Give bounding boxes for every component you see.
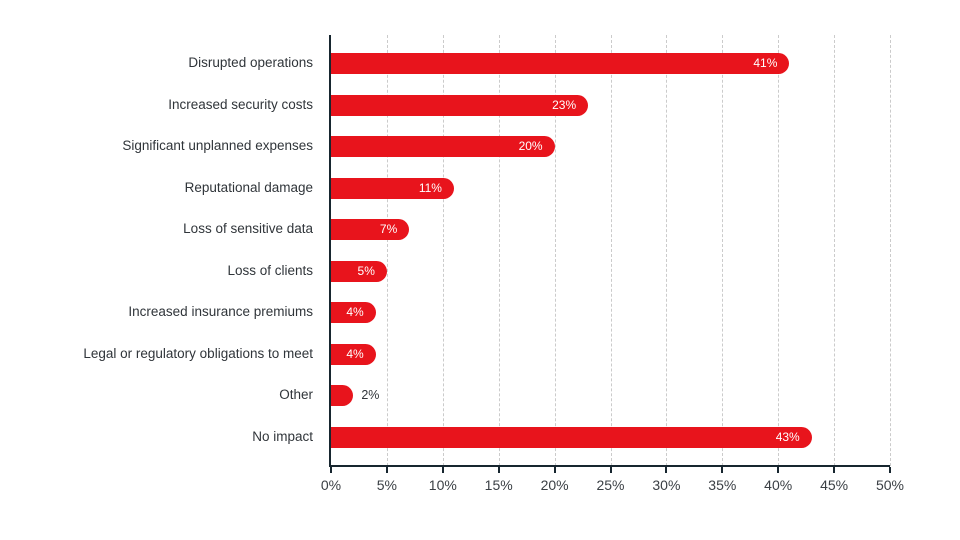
value-label-increased-insurance-premiums: 4% [346,305,364,320]
bar-significant-unplanned-expenses: 20% [331,136,555,158]
bar-reputational-damage: 11% [331,177,454,199]
value-label-significant-unplanned-expenses: 20% [518,139,543,154]
x-axis-tick-40 [777,467,780,473]
gridline-45 [834,35,836,466]
x-axis-tick-25 [609,467,612,473]
x-axis-tick-0 [330,467,332,473]
gridline-10 [442,35,444,466]
gridline-30 [666,35,668,466]
value-label-increased-security-costs: 23% [552,97,577,112]
category-label-reputational-damage: Reputational damage [184,179,313,195]
category-label-no-impact: No impact [252,428,313,444]
value-label-disrupted-operations: 41% [753,56,778,71]
value-label-no-impact: 43% [775,429,800,444]
bar-legal-or-regulatory-obligations-to-meet: 4% [331,343,376,365]
value-label-legal-or-regulatory-obligations-to-meet: 4% [346,346,364,361]
x-axis-tick-5 [385,467,388,473]
x-axis-line [329,465,890,467]
value-label-loss-of-clients: 5% [357,263,375,278]
category-label-loss-of-clients: Loss of clients [227,262,313,278]
bar-increased-insurance-premiums: 4% [331,302,376,324]
gridline-15 [498,35,500,466]
x-axis-tick-10 [441,467,444,473]
x-axis-tick-label-0: 0% [320,477,342,493]
x-axis-tick-label-45: 45% [820,477,849,493]
x-axis-tick-35 [721,467,724,473]
bar-other [331,385,354,407]
x-axis-tick-label-20: 20% [540,477,569,493]
category-label-other: Other [279,387,313,403]
x-axis-tick-30 [665,467,668,473]
x-axis-tick-50 [889,467,891,473]
gridline-5 [386,35,388,466]
x-axis-tick-label-35: 35% [708,477,737,493]
category-label-legal-or-regulatory-obligations-to-meet: Legal or regulatory obligations to meet [83,345,313,361]
x-axis-tick-label-15: 15% [484,477,513,493]
x-axis-tick-label-30: 30% [652,477,681,493]
gridline-35 [722,35,724,466]
category-label-loss-of-sensitive-data: Loss of sensitive data [183,221,313,237]
gridline-50 [890,35,891,466]
gridline-20 [554,35,556,466]
value-label-loss-of-sensitive-data: 7% [379,222,398,237]
gridline-25 [610,35,612,466]
x-axis-tick-15 [497,467,500,473]
x-axis-tick-20 [553,467,556,473]
x-axis-tick-label-40: 40% [764,477,793,493]
bar-loss-of-clients: 5% [331,260,387,282]
x-axis-tick-label-50: 50% [875,477,905,493]
bar-increased-security-costs: 23% [331,94,589,116]
x-axis-tick-label-5: 5% [376,477,398,493]
gridline-40 [778,35,780,466]
y-axis-spine [329,35,331,466]
value-label-reputational-damage: 11% [418,180,442,195]
bar-no-impact: 43% [331,426,812,448]
category-label-increased-security-costs: Increased security costs [168,96,313,112]
value-label-other: 2% [361,388,380,403]
bar-disrupted-operations: 41% [331,53,790,75]
category-label-increased-insurance-premiums: Increased insurance premiums [128,304,313,320]
category-label-disrupted-operations: Disrupted operations [188,55,313,71]
category-label-significant-unplanned-expenses: Significant unplanned expenses [122,138,313,154]
x-axis-tick-45 [833,467,836,473]
x-axis-tick-label-25: 25% [596,477,625,493]
bar-loss-of-sensitive-data: 7% [331,219,410,241]
x-axis-tick-label-10: 10% [428,477,457,493]
